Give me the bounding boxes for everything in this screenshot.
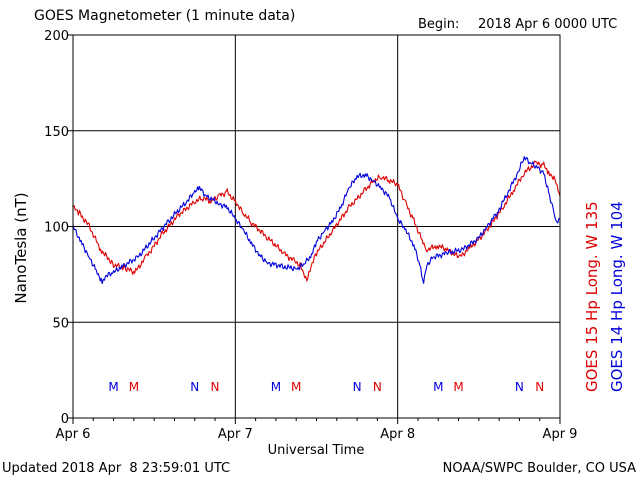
begin-label: Begin:	[418, 17, 460, 32]
chart-title: GOES Magnetometer (1 minute data)	[34, 8, 296, 24]
grid	[73, 35, 560, 418]
series-line-goes15	[72, 160, 561, 282]
noon-midnight-marker-goes14: N	[190, 380, 199, 394]
y-axis-label: NanoTesla (nT)	[12, 192, 30, 303]
series-layer	[72, 156, 561, 285]
x-tick-label: Apr 7	[218, 427, 253, 442]
noon-midnight-marker-goes15: N	[535, 380, 544, 394]
y-tick-label: 200	[44, 29, 69, 44]
noon-midnight-marker-goes15: M	[291, 380, 301, 394]
noon-midnight-marker-goes15: N	[373, 380, 382, 394]
x-axis-label: Universal Time	[268, 443, 365, 458]
legend-goes15: GOES 15 Hp Long. W 135	[583, 201, 601, 392]
x-tick-label: Apr 8	[380, 427, 415, 442]
y-tick-label: 50	[52, 316, 69, 331]
axis-labels: 0 50 100 150 200 Apr 6 Apr 7 Apr 8 Apr 9	[44, 29, 577, 442]
updated-timestamp: Updated 2018 Apr 8 23:59:01 UTC	[2, 461, 231, 476]
noon-midnight-marker-goes15: N	[211, 380, 220, 394]
y-tick-label: 0	[61, 412, 69, 427]
x-tick-label: Apr 6	[56, 427, 91, 442]
x-tick-label: Apr 9	[543, 427, 578, 442]
y-tick-label: 100	[44, 221, 69, 236]
noon-midnight-marker-goes14: M	[271, 380, 281, 394]
noon-midnight-marker-goes14: N	[353, 380, 362, 394]
marker-layer: M N M N M NM N M N M N	[108, 380, 544, 394]
begin-value: 2018 Apr 6 0000 UTC	[478, 17, 618, 32]
series-line-goes14	[72, 156, 561, 285]
noon-midnight-marker-goes14: N	[515, 380, 524, 394]
noon-midnight-marker-goes15: M	[453, 380, 463, 394]
noon-midnight-marker-goes15: M	[129, 380, 139, 394]
noon-midnight-marker-goes14: M	[108, 380, 118, 394]
noon-midnight-marker-goes14: M	[433, 380, 443, 394]
source-credit: NOAA/SWPC Boulder, CO USA	[442, 461, 636, 476]
y-tick-label: 150	[44, 125, 69, 140]
legend-goes14: GOES 14 Hp Long. W 104	[608, 201, 626, 392]
